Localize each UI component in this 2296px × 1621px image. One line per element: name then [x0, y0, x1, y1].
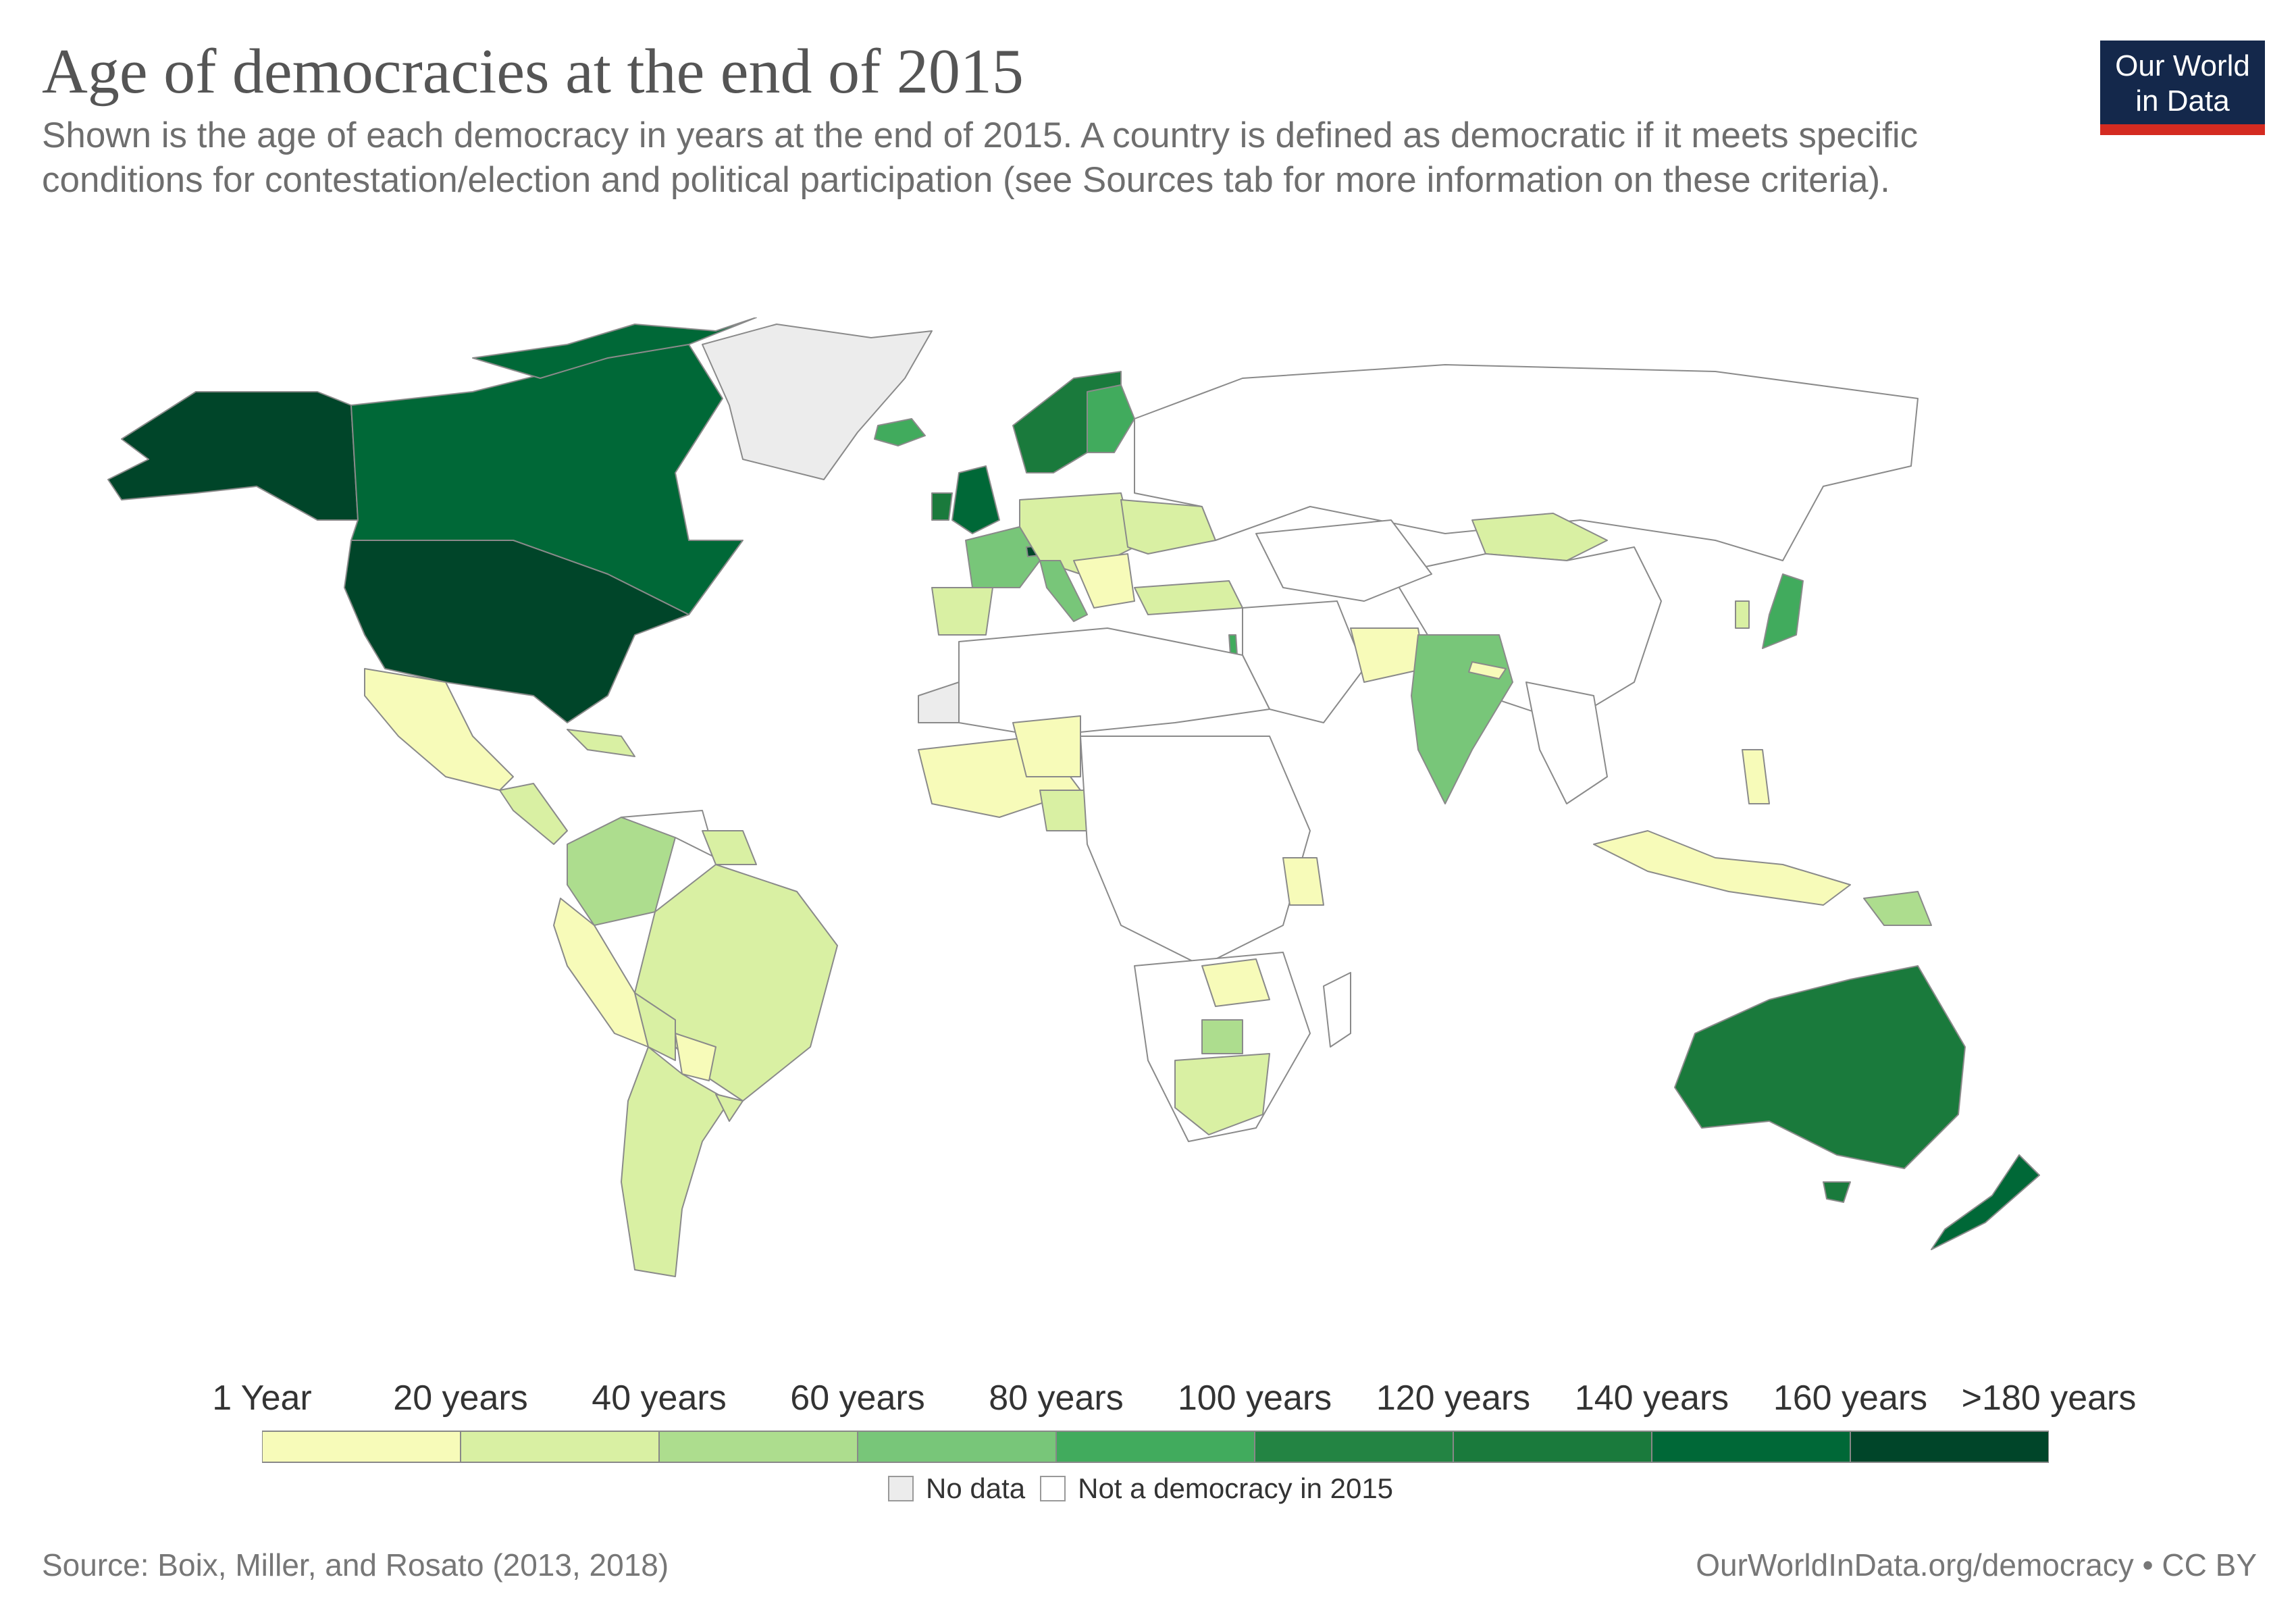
world-map[interactable]	[95, 317, 2201, 1304]
region-caribbean[interactable]	[567, 729, 635, 757]
legend-bin-8[interactable]	[1652, 1431, 1850, 1463]
color-legend: 1 Year 20 years 40 years 60 years 80 years 10…	[0, 1378, 2296, 1513]
chart-title: Age of democracies at the end of 2015	[42, 36, 1024, 107]
region-central-america[interactable]	[499, 783, 568, 845]
region-usa[interactable]	[344, 540, 689, 723]
source-note: Source: Boix, Miller, and Rosato (2013, …	[42, 1547, 669, 1583]
region-ireland[interactable]	[931, 492, 953, 521]
region-india[interactable]	[1411, 634, 1513, 804]
legend-bin-1[interactable]	[262, 1431, 461, 1463]
legend-tick-label: 140 years	[1574, 1379, 1729, 1418]
region-philippines[interactable]	[1742, 749, 1770, 804]
legend-tick-label: 80 years	[989, 1379, 1124, 1418]
region-finland[interactable]	[1087, 384, 1135, 453]
region-tasmania[interactable]	[1823, 1181, 1851, 1203]
no-data-swatch[interactable]	[888, 1476, 914, 1501]
legend-tick-label: 40 years	[592, 1379, 727, 1418]
not-democracy-label: Not a democracy in 2015	[1078, 1472, 1394, 1504]
region-uruguay[interactable]	[715, 1093, 743, 1122]
region-north-africa[interactable]	[958, 627, 1270, 737]
region-iceland[interactable]	[874, 418, 926, 446]
legend-categories: No data Not a democracy in 2015	[888, 1472, 1408, 1505]
region-paraguay[interactable]	[675, 1033, 716, 1081]
region-kazakhstan[interactable]	[1255, 519, 1432, 602]
region-nepal[interactable]	[1468, 661, 1507, 679]
region-indonesia[interactable]	[1593, 830, 1851, 906]
logo-line-2: in Data	[2135, 84, 2230, 118]
chart-subtitle: Shown is the age of each democracy in ye…	[42, 115, 1919, 200]
region-russia[interactable]	[1134, 364, 1919, 561]
region-png[interactable]	[1863, 891, 1932, 926]
region-korea[interactable]	[1735, 600, 1750, 629]
region-peru[interactable]	[553, 898, 649, 1048]
legend-tick-label: 20 years	[393, 1379, 528, 1418]
region-ukraine[interactable]	[1120, 499, 1216, 555]
region-argentina[interactable]	[621, 1046, 730, 1277]
region-france[interactable]	[965, 526, 1041, 588]
owid-logo[interactable]: Our World in Data	[2100, 41, 2265, 135]
region-japan[interactable]	[1762, 573, 1804, 649]
region-south-africa[interactable]	[1174, 1053, 1270, 1135]
not-democracy-swatch[interactable]	[1040, 1476, 1066, 1501]
region-botswana[interactable]	[1201, 1019, 1243, 1054]
region-guianas[interactable]	[702, 830, 757, 865]
region-madagascar[interactable]	[1323, 972, 1351, 1048]
legend-tick-label: 60 years	[790, 1379, 925, 1418]
region-balkans[interactable]	[1073, 553, 1135, 609]
legend-tick-label: 100 years	[1177, 1379, 1332, 1418]
region-bolivia[interactable]	[634, 992, 676, 1061]
legend-bin-2[interactable]	[461, 1431, 659, 1463]
region-western-sahara[interactable]	[918, 681, 960, 723]
region-turkey[interactable]	[1134, 580, 1243, 615]
legend-tick-label: 1 Year	[212, 1379, 312, 1418]
region-australia[interactable]	[1674, 965, 1966, 1169]
legend-bin-3[interactable]	[659, 1431, 858, 1463]
region-greenland[interactable]	[702, 324, 933, 480]
region-alaska[interactable]	[107, 391, 359, 521]
region-new-zealand[interactable]	[1931, 1154, 2040, 1250]
source-url[interactable]: OurWorldInData.org/democracy • CC BY	[1696, 1547, 2257, 1583]
region-niger-mali[interactable]	[1012, 715, 1081, 777]
legend-bin-9[interactable]	[1850, 1431, 2049, 1463]
legend-tick-label: 120 years	[1376, 1379, 1531, 1418]
region-canada-islands[interactable]	[472, 317, 757, 379]
legend-bin-5[interactable]	[1056, 1431, 1255, 1463]
region-kenya[interactable]	[1282, 857, 1324, 906]
region-se-asia[interactable]	[1525, 681, 1608, 804]
region-zambia[interactable]	[1201, 958, 1270, 1007]
legend-tick-label: >180 years	[1961, 1379, 2137, 1418]
region-central-africa[interactable]	[1080, 736, 1311, 967]
region-mongolia[interactable]	[1471, 513, 1608, 561]
legend-tick-label: 160 years	[1773, 1379, 1928, 1418]
legend-bin-6[interactable]	[1255, 1431, 1453, 1463]
legend-bin-7[interactable]	[1453, 1431, 1652, 1463]
legend-scale-bar	[262, 1431, 2049, 1463]
region-uk[interactable]	[951, 465, 1000, 534]
region-italy[interactable]	[1039, 560, 1088, 622]
logo-line-1: Our World	[2115, 49, 2250, 82]
no-data-label: No data	[926, 1472, 1026, 1504]
legend-bin-4[interactable]	[858, 1431, 1056, 1463]
region-iberia[interactable]	[931, 587, 993, 636]
